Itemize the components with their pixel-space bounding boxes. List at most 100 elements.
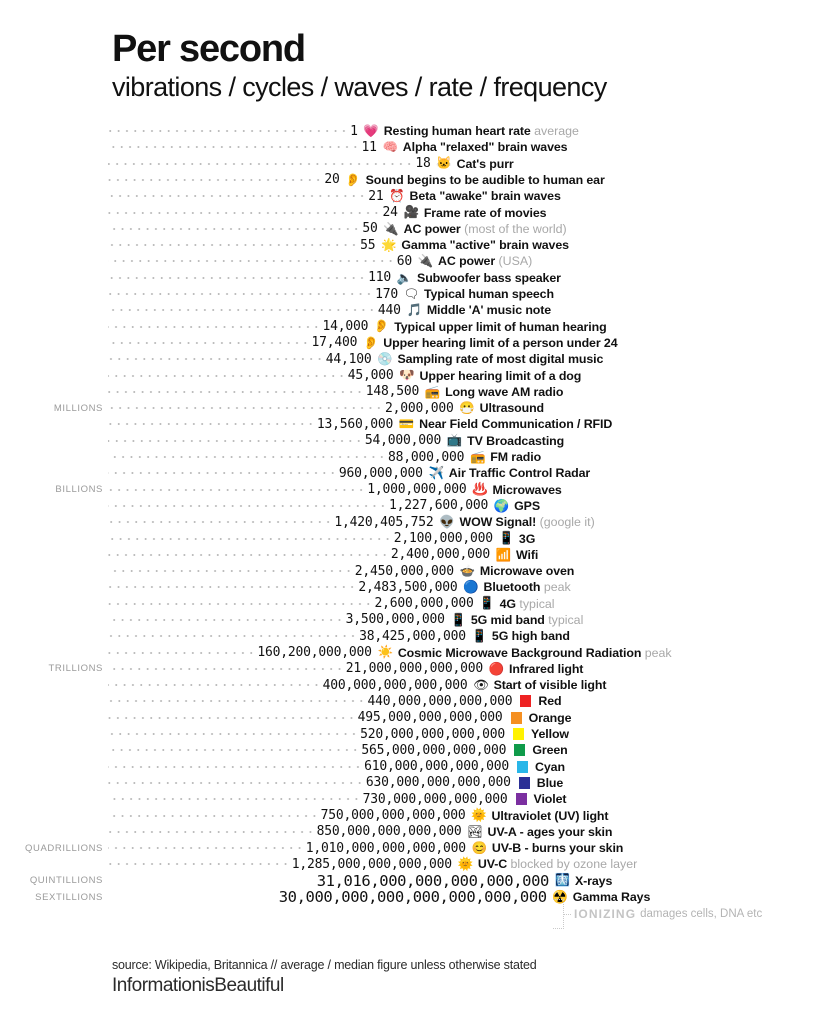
table-row: 400,000,000,000,000 👁 Start of visible lig… xyxy=(0,677,819,693)
scale-label: QUADRILLIONS xyxy=(25,842,103,854)
dot-leader xyxy=(108,253,395,269)
row-label-text: AC power xyxy=(438,254,496,269)
row-label: Upper hearing limit of a dog xyxy=(418,369,819,383)
table-row: 60 🔌 AC power (USA) xyxy=(0,253,819,269)
row-label-text: Red xyxy=(538,694,562,709)
dot-leader xyxy=(108,693,366,709)
row-label: Subwoofer bass speaker xyxy=(415,271,819,285)
row-label-text: AC power xyxy=(403,221,461,236)
row-label-note: blocked by ozone layer xyxy=(507,857,638,872)
frequency-value: 400,000,000,000,000 xyxy=(322,677,468,693)
row-label: Air Traffic Control Radar xyxy=(447,466,819,480)
row-label-note: (USA) xyxy=(495,254,533,269)
table-row: 2,483,500,000 🔵 Bluetooth peak xyxy=(0,579,819,595)
dot-leader xyxy=(108,368,346,384)
row-label-text: Near Field Communication / RFID xyxy=(419,417,613,432)
row-label-text: Microwave oven xyxy=(479,564,575,579)
frequency-value: 960,000,000 xyxy=(338,465,423,481)
row-label-text: Ultrasound xyxy=(479,401,545,416)
table-row: 2,600,000,000 📱 4G typical xyxy=(0,596,819,612)
row-label-text: Yellow xyxy=(530,727,569,742)
color-swatch-icon xyxy=(509,760,533,773)
table-row: MILLIONS 2,000,000 😷 Ultrasound xyxy=(0,400,819,416)
frequency-value: 1,010,000,000,000,000 xyxy=(305,840,466,856)
row-label-text: Infrared light xyxy=(508,661,584,676)
dot-leader xyxy=(108,302,376,318)
table-row: 38,425,000,000 📱 5G high band xyxy=(0,628,819,644)
row-label-text: Ultraviolet (UV) light xyxy=(491,808,609,823)
color-swatch-icon xyxy=(503,711,527,724)
frequency-value: 38,425,000,000 xyxy=(359,628,466,644)
row-label-text: Frame rate of movies xyxy=(423,205,547,220)
table-row: 148,500 📻 Long wave AM radio xyxy=(0,384,819,400)
row-label: Cat's purr xyxy=(455,157,819,171)
frequency-value: 20 xyxy=(324,172,340,188)
airplane-icon: ✈️ xyxy=(428,466,445,481)
table-row: 2,400,000,000 📶 Wifi xyxy=(0,547,819,563)
row-label-text: Long wave AM radio xyxy=(445,384,564,399)
row-label-text: Start of visible light xyxy=(493,678,607,693)
row-label-text: Typical human speech xyxy=(423,287,554,302)
row-label-note: (google it) xyxy=(536,515,595,530)
table-row: 730,000,000,000,000 Violet xyxy=(0,791,819,807)
row-label: 4G typical xyxy=(498,597,819,611)
row-label: UV-B - burns your skin xyxy=(490,841,819,855)
ionizing-note: damages cells, DNA etc xyxy=(640,908,763,920)
row-label: Blue xyxy=(535,776,819,790)
dot-leader xyxy=(108,514,333,530)
row-label: Cyan xyxy=(533,760,819,774)
row-label: Typical human speech xyxy=(422,287,819,301)
row-label-text: Violet xyxy=(533,792,567,807)
row-label: WOW Signal! (google it) xyxy=(457,515,819,529)
frequency-value: 14,000 xyxy=(322,319,369,335)
ear-icon: 👂 xyxy=(373,319,390,334)
ionizing-annotation: IONIZING damages cells, DNA etc xyxy=(553,897,762,931)
dot-leader xyxy=(108,661,344,677)
row-label-text: UV-A - ages your skin xyxy=(487,824,613,839)
frequency-value: 18 xyxy=(415,156,431,172)
row-label-text: Middle 'A' music note xyxy=(426,303,552,318)
ear-icon: 👂 xyxy=(362,335,379,350)
color-swatch xyxy=(514,744,526,757)
dot-leader xyxy=(108,400,383,416)
ionizing-bracket-stub xyxy=(564,913,571,915)
frequency-value: 170 xyxy=(375,286,398,302)
dot-leader xyxy=(108,596,373,612)
bluetooth-icon: 🔵 xyxy=(463,580,479,595)
row-label-text: Cyan xyxy=(535,759,565,774)
frequency-value: 24 xyxy=(382,205,398,221)
row-label: Orange xyxy=(527,711,819,725)
row-label-text: GPS xyxy=(514,498,541,513)
row-label: Long wave AM radio xyxy=(443,385,819,399)
row-label-text: Cat's purr xyxy=(456,156,514,171)
row-label: Microwaves xyxy=(490,483,819,497)
frequency-value: 850,000,000,000,000 xyxy=(316,824,462,840)
frequency-value: 13,560,000 xyxy=(316,416,394,432)
dot-leader xyxy=(108,775,364,791)
dot-leader xyxy=(108,889,277,905)
dot-leader xyxy=(108,351,324,367)
frequency-value: 17,400 xyxy=(311,335,358,351)
dot-leader xyxy=(108,286,374,302)
dot-leader xyxy=(108,856,290,872)
credit-card-icon: 💳 xyxy=(398,417,415,432)
table-row: 110 🔈 Subwoofer bass speaker xyxy=(0,270,819,286)
cat-face-icon: 🐱 xyxy=(436,156,452,171)
row-label-text: Green xyxy=(532,743,568,758)
ionizing-label: IONIZING xyxy=(574,907,637,921)
row-label: Sound begins to be audible to human ear xyxy=(364,173,819,187)
table-row: 440,000,000,000,000 Red xyxy=(0,693,819,709)
frequency-value: 2,600,000,000 xyxy=(374,596,474,612)
dot-leader xyxy=(108,482,366,498)
color-swatch-icon xyxy=(508,793,532,806)
row-label-text: Wifi xyxy=(515,547,539,562)
row-label-text: UV-B - burns your skin xyxy=(491,841,624,856)
table-row: 21 ⏰ Beta "awake" brain waves xyxy=(0,188,819,204)
frequency-value: 55 xyxy=(360,237,376,253)
row-label: Gamma Rays xyxy=(571,890,819,904)
alien-icon: 👽 xyxy=(439,514,455,529)
row-label: UV-C blocked by ozone layer xyxy=(476,857,819,871)
frequency-value: 45,000 xyxy=(347,368,394,384)
row-label-text: Air Traffic Control Radar xyxy=(448,466,591,481)
dot-leader xyxy=(108,531,392,547)
